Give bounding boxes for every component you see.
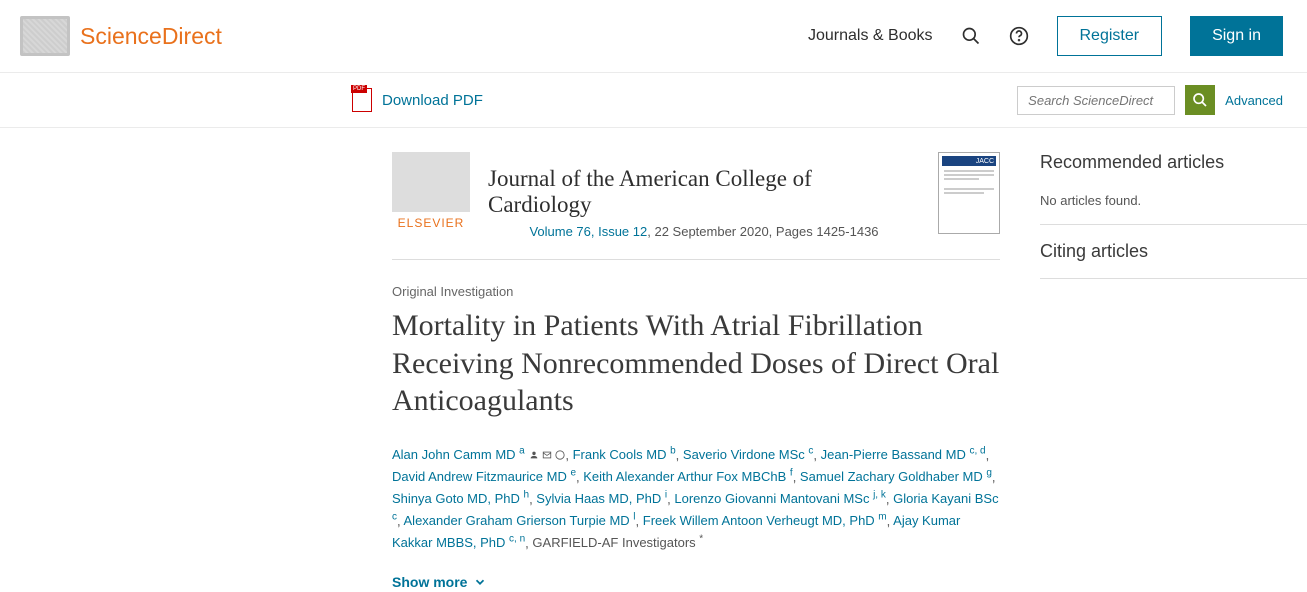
author-link[interactable]: Alan John Camm MD a <box>392 447 565 462</box>
issue-link[interactable]: Volume 76, Issue 12 <box>529 224 647 239</box>
search-button[interactable] <box>1185 85 1215 115</box>
author-link[interactable]: Saverio Virdone MSc c <box>683 447 814 462</box>
journal-meta: Volume 76, Issue 12, 22 September 2020, … <box>488 224 920 239</box>
group-author: GARFIELD-AF Investigators * <box>532 535 703 550</box>
author-link[interactable]: Frank Cools MD b <box>573 447 676 462</box>
recommended-title: Recommended articles <box>1040 152 1224 173</box>
author-link[interactable]: Freek Willem Antoon Verheugt MD, PhD m <box>643 513 887 528</box>
register-button[interactable]: Register <box>1057 16 1163 56</box>
sidebar: Recommended articles No articles found. … <box>1040 152 1307 592</box>
mail-icon[interactable] <box>541 450 552 461</box>
citing-toggle[interactable]: Citing articles <box>1040 241 1307 262</box>
author-link[interactable]: Alexander Graham Grierson Turpie MD l <box>404 513 636 528</box>
issue-details: , 22 September 2020, Pages 1425-1436 <box>647 224 878 239</box>
author-link[interactable]: Sylvia Haas MD, PhD i <box>536 491 667 506</box>
elsevier-tree-icon <box>20 16 70 56</box>
article-type: Original Investigation <box>392 284 1000 299</box>
top-bar: ScienceDirect Journals & Books Register … <box>0 0 1307 73</box>
download-pdf-button[interactable]: Download PDF <box>352 88 483 112</box>
recommended-section: Recommended articles No articles found. <box>1040 152 1307 225</box>
publisher-logo[interactable]: ELSEVIER <box>392 152 470 230</box>
article-toolbar: Download PDF Advanced <box>0 73 1307 128</box>
journal-title[interactable]: Journal of the American College of Cardi… <box>488 166 920 218</box>
journals-books-link[interactable]: Journals & Books <box>808 27 933 45</box>
show-more-button[interactable]: Show more <box>392 574 487 590</box>
journal-cover[interactable]: JACC <box>938 152 1000 234</box>
author-link[interactable]: Shinya Goto MD, PhD h <box>392 491 529 506</box>
citing-section: Citing articles <box>1040 225 1307 279</box>
journal-header: ELSEVIER Journal of the American College… <box>392 152 1000 260</box>
article-title: Mortality in Patients With Atrial Fibril… <box>392 307 1000 420</box>
show-more-label: Show more <box>392 574 467 590</box>
author-link[interactable]: Lorenzo Giovanni Mantovani MSc j, k <box>674 491 886 506</box>
orcid-icon[interactable] <box>554 450 565 461</box>
chevron-down-icon <box>473 575 487 589</box>
author-link[interactable]: Samuel Zachary Goldhaber MD g <box>800 469 992 484</box>
advanced-search-link[interactable]: Advanced <box>1225 93 1283 108</box>
recommended-body: No articles found. <box>1040 193 1307 208</box>
download-pdf-label: Download PDF <box>382 92 483 109</box>
search-icon[interactable] <box>961 26 981 46</box>
pdf-icon <box>352 88 372 112</box>
elsevier-tree-icon <box>392 152 470 212</box>
top-nav: Journals & Books Register Sign in <box>808 16 1283 56</box>
elsevier-label: ELSEVIER <box>392 216 470 230</box>
signin-button[interactable]: Sign in <box>1190 16 1283 56</box>
author-link[interactable]: Keith Alexander Arthur Fox MBChB f <box>583 469 792 484</box>
author-link[interactable]: David Andrew Fitzmaurice MD e <box>392 469 576 484</box>
recommended-toggle[interactable]: Recommended articles <box>1040 152 1307 173</box>
citing-title: Citing articles <box>1040 241 1148 262</box>
person-icon[interactable] <box>528 450 539 461</box>
search-input[interactable] <box>1017 86 1175 115</box>
brand-name: ScienceDirect <box>80 23 222 50</box>
search-group: Advanced <box>1017 85 1283 115</box>
help-icon[interactable] <box>1009 26 1029 46</box>
cover-tag: JACC <box>942 156 996 166</box>
author-link[interactable]: Jean-Pierre Bassand MD c, d <box>821 447 986 462</box>
author-list: Alan John Camm MD a , Frank Cools MD b, … <box>392 444 1000 555</box>
logo-area[interactable]: ScienceDirect <box>20 16 222 56</box>
article-column: ELSEVIER Journal of the American College… <box>392 152 1000 592</box>
main-content: ELSEVIER Journal of the American College… <box>0 128 1307 592</box>
